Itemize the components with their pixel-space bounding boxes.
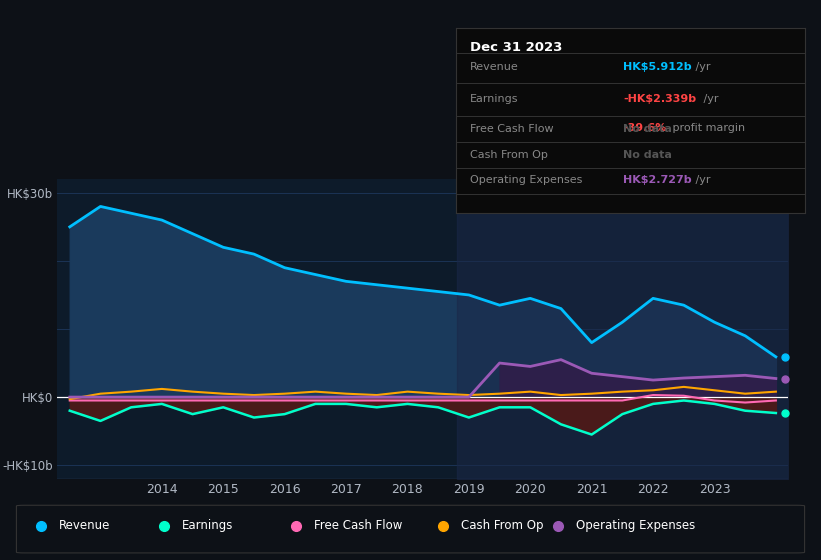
Text: /yr: /yr [692, 175, 711, 185]
Text: Free Cash Flow: Free Cash Flow [314, 519, 402, 533]
Text: Revenue: Revenue [470, 62, 518, 72]
Text: Free Cash Flow: Free Cash Flow [470, 124, 553, 134]
Text: HK$5.912b: HK$5.912b [623, 62, 692, 72]
Text: profit margin: profit margin [669, 123, 745, 133]
Text: Earnings: Earnings [182, 519, 234, 533]
Text: Earnings: Earnings [470, 94, 518, 104]
Text: Operating Expenses: Operating Expenses [576, 519, 695, 533]
Text: /yr: /yr [699, 94, 718, 104]
Text: Cash From Op: Cash From Op [461, 519, 544, 533]
Text: No data: No data [623, 124, 672, 134]
Text: Operating Expenses: Operating Expenses [470, 175, 582, 185]
Text: Cash From Op: Cash From Op [470, 150, 548, 160]
Text: HK$2.727b: HK$2.727b [623, 175, 692, 185]
Text: No data: No data [623, 150, 672, 160]
Text: Revenue: Revenue [59, 519, 111, 533]
Text: Dec 31 2023: Dec 31 2023 [470, 41, 562, 54]
Text: -HK$2.339b: -HK$2.339b [623, 94, 696, 104]
Text: /yr: /yr [692, 62, 711, 72]
Text: -39.6%: -39.6% [623, 123, 667, 133]
